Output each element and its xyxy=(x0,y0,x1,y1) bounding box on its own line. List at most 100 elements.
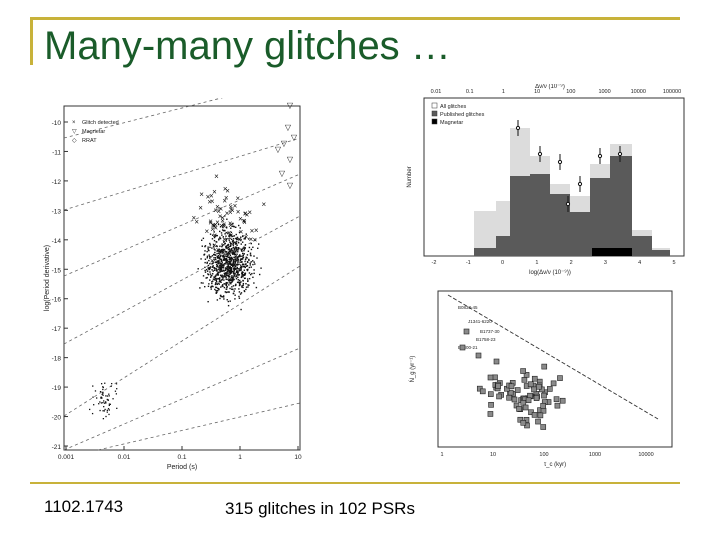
pulsar-point xyxy=(216,277,218,280)
glitch-marker: × xyxy=(198,203,203,212)
pulsar-point xyxy=(212,265,214,267)
pulsar-point xyxy=(244,277,246,279)
pulsar-point xyxy=(237,247,240,250)
magnetar-marker: ▽ xyxy=(287,155,294,164)
pulsar-point xyxy=(213,248,215,250)
pulsar-point xyxy=(240,248,242,251)
pulsar-point xyxy=(241,255,243,258)
pulsar-point xyxy=(232,244,235,246)
pulsar-point xyxy=(230,282,232,284)
pulsar-point xyxy=(105,395,107,397)
pulsar-point xyxy=(217,268,219,271)
pulsar-point xyxy=(209,242,211,245)
pulsar-point xyxy=(215,279,217,282)
pulsar-point xyxy=(108,393,110,395)
pulsar-point xyxy=(238,238,241,240)
pulsar-point xyxy=(235,246,238,249)
pulsar-point xyxy=(101,393,103,396)
pulsar-point xyxy=(218,280,221,283)
pulsar-point xyxy=(227,304,230,307)
pulsar-point xyxy=(233,253,236,256)
pulsar-point xyxy=(213,278,215,280)
magnetar-marker: ▽ xyxy=(291,133,298,142)
glitch-marker: × xyxy=(228,208,233,217)
pulsar-point xyxy=(197,268,199,270)
legend-swatch xyxy=(431,118,438,125)
pulsar-point xyxy=(230,268,233,270)
pulsar-point xyxy=(231,252,233,254)
pulsar-point xyxy=(246,278,249,280)
pulsar-point xyxy=(245,286,248,288)
pulsar-point xyxy=(99,391,102,393)
glitch-marker: × xyxy=(228,221,233,230)
pulsar-point xyxy=(522,404,529,411)
pulsar-point xyxy=(225,238,227,241)
pulsar-point xyxy=(224,242,226,245)
pulsar-point xyxy=(240,269,242,272)
pulsar-point xyxy=(218,267,220,269)
pulsar-point xyxy=(235,226,237,228)
glitch-marker: × xyxy=(229,231,234,240)
pulsar-point xyxy=(208,249,210,252)
histogram-bar-published xyxy=(570,212,590,256)
pulsar-point xyxy=(222,249,224,252)
pulsar-point xyxy=(241,271,243,274)
glitch-marker: × xyxy=(192,213,197,222)
pulsar-point xyxy=(94,390,97,392)
pulsar-point xyxy=(235,259,238,261)
pulsar-point xyxy=(226,286,228,289)
glitch-marker: × xyxy=(230,206,235,215)
y-tick-label: -10 xyxy=(52,120,62,127)
legend-label: All glitches xyxy=(440,104,467,110)
pulsar-point xyxy=(220,251,222,253)
pulsar-point xyxy=(226,285,228,288)
pulsar-point xyxy=(232,239,234,242)
pulsar-point xyxy=(225,274,227,276)
pulsar-point xyxy=(209,273,212,275)
pulsar-point xyxy=(222,269,224,272)
pulsar-point xyxy=(511,396,518,403)
pulsar-point xyxy=(241,286,243,288)
pulsar-point xyxy=(224,291,227,293)
pulsar-point xyxy=(224,273,226,275)
pulsar-point xyxy=(229,269,231,272)
pulsar-point xyxy=(211,266,214,268)
pulsar-point xyxy=(231,257,233,260)
glitch-marker: × xyxy=(216,207,221,216)
pulsar-point xyxy=(214,275,217,278)
y-axis-label: log(Period derivative) xyxy=(44,245,51,311)
pulsar-point xyxy=(217,277,220,280)
x-tick-label: 10000 xyxy=(638,452,653,458)
pulsar-point xyxy=(218,257,221,260)
pulsar-point xyxy=(229,251,232,253)
glitch-marker: × xyxy=(228,232,233,241)
pulsar-point xyxy=(233,256,235,259)
pulsar-point xyxy=(226,261,228,264)
glitch-marker: × xyxy=(222,221,227,230)
pulsar-point xyxy=(230,282,232,285)
pulsar-point xyxy=(226,255,229,258)
pulsar-point xyxy=(213,259,216,261)
pulsar-point xyxy=(238,274,241,276)
pulsar-annotation: B1800-21 xyxy=(458,345,478,350)
pulsar-point xyxy=(223,274,225,277)
pulsar-point xyxy=(221,229,224,231)
glitch-marker: × xyxy=(243,209,248,218)
trend-line xyxy=(447,294,659,420)
pulsar-point xyxy=(240,239,242,241)
pulsar-point xyxy=(102,418,105,420)
y-tick-label: -11 xyxy=(52,149,61,156)
pulsar-point xyxy=(245,256,247,258)
pulsar-point xyxy=(216,234,218,237)
pulsar-point xyxy=(230,278,232,280)
pulsar-point xyxy=(235,237,238,240)
pulsar-point xyxy=(237,258,240,261)
pulsar-point xyxy=(106,398,108,401)
pulsar-point xyxy=(235,237,237,240)
pulsar-point xyxy=(105,402,107,404)
pulsar-point xyxy=(520,400,527,406)
glitch-marker: × xyxy=(227,228,232,237)
pulsar-point xyxy=(237,270,239,272)
pulsar-point xyxy=(208,267,210,269)
pulsar-point xyxy=(231,280,234,282)
